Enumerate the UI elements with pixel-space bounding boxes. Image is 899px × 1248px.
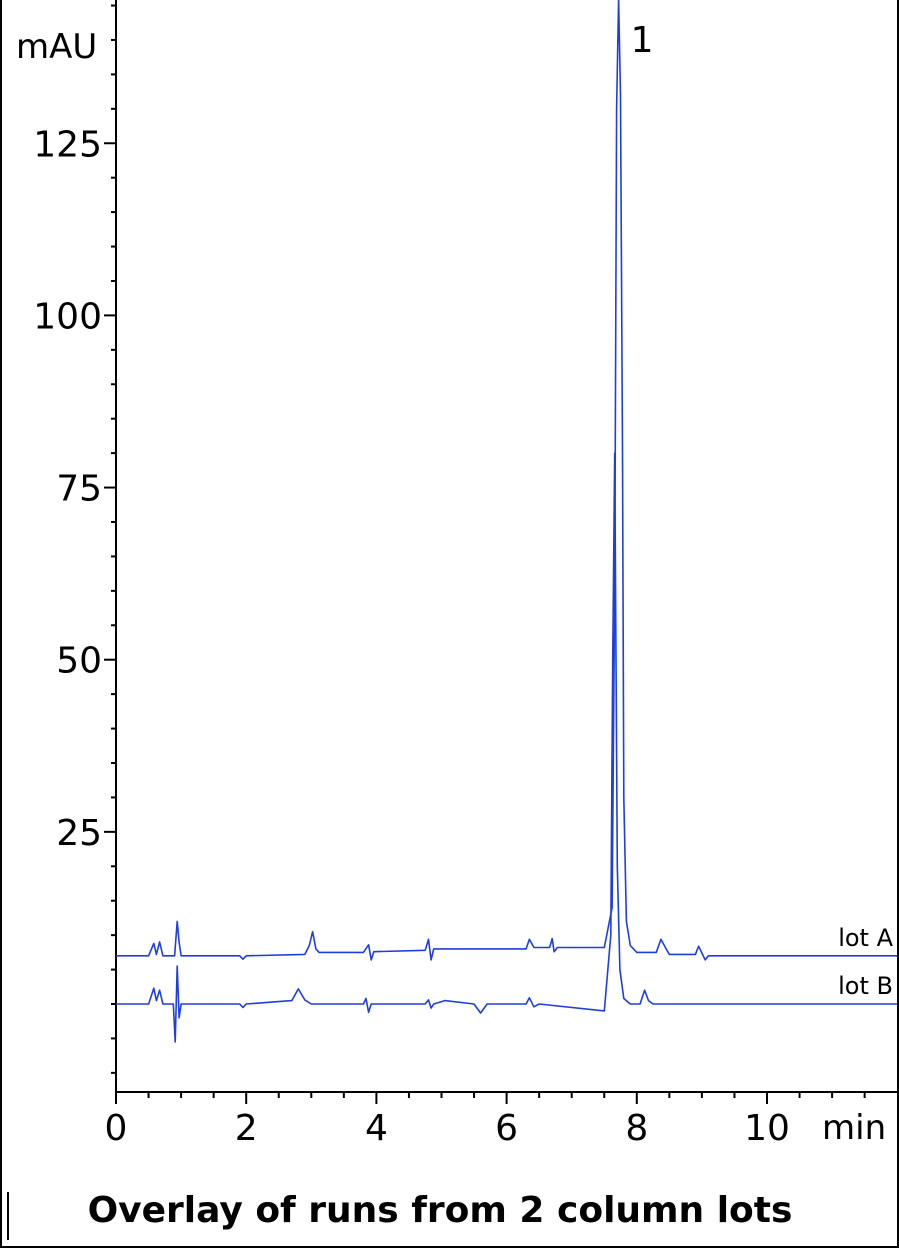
series-labels: lot A lot B — [838, 924, 893, 1000]
y-axis-ticks: 25 50 75 100 125 — [33, 4, 116, 1074]
y-tick-label: 100 — [33, 296, 102, 337]
chart-caption: Overlay of runs from 2 column lots — [88, 1190, 793, 1231]
chromatogram-traces — [116, 0, 898, 1043]
trace-lot-a — [116, 0, 898, 961]
x-axis-unit-label: min — [822, 1108, 886, 1148]
y-tick-label: 25 — [56, 813, 102, 854]
series-label: lot B — [838, 972, 893, 1000]
y-axis-unit-label: mAU — [16, 27, 97, 67]
x-tick-label: 8 — [625, 1108, 648, 1149]
x-axis-ticks: 0 2 4 6 8 10 — [105, 1092, 866, 1149]
x-tick-label: 2 — [235, 1108, 258, 1149]
series-label: lot A — [838, 924, 893, 952]
x-tick-label: 0 — [105, 1108, 128, 1149]
trace-lot-b — [116, 452, 898, 1043]
y-tick-label: 75 — [56, 469, 102, 510]
x-tick-label: 10 — [744, 1108, 790, 1149]
peak-annotations: 1 — [631, 20, 654, 61]
x-tick-label: 4 — [365, 1108, 388, 1149]
x-tick-label: 6 — [495, 1108, 518, 1149]
peak-label: 1 — [631, 20, 654, 61]
y-tick-label: 50 — [56, 641, 102, 682]
y-tick-label: 125 — [33, 124, 102, 165]
